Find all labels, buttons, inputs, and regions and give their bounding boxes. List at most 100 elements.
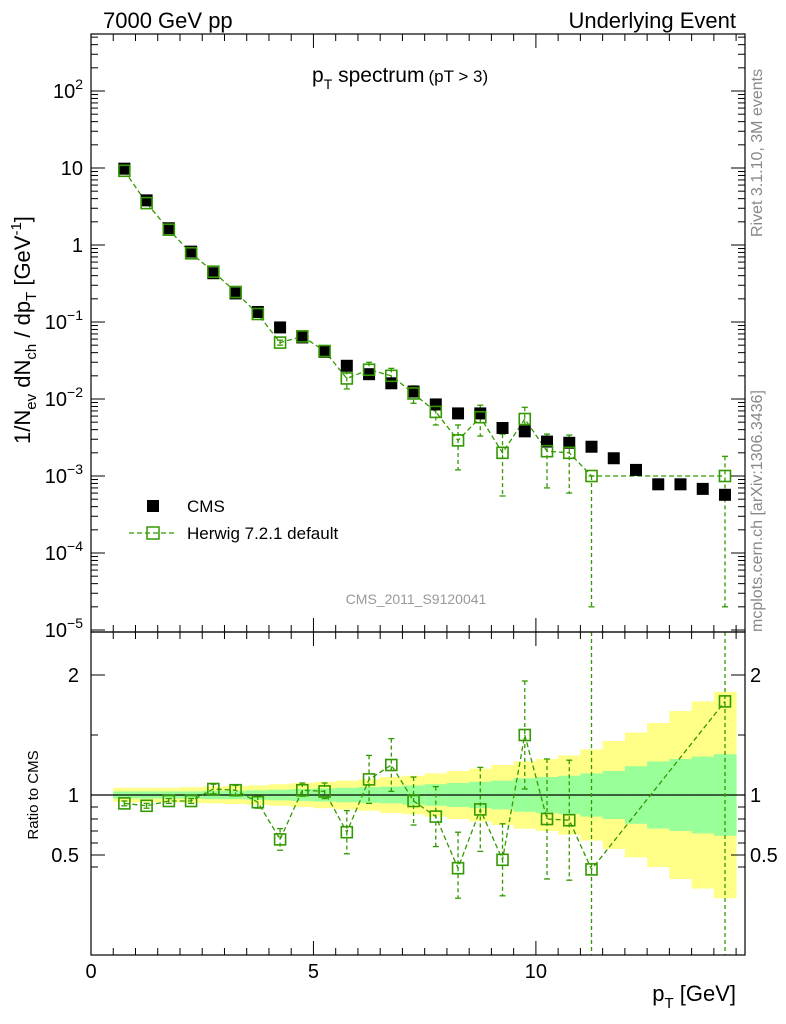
herwig-point [429, 405, 443, 419]
cms-point [607, 452, 620, 465]
herwig-point [473, 410, 487, 424]
ratio-point [118, 797, 131, 810]
upper-y-axis-label: 1/Nev dNch / dpT [GeV-1] [8, 216, 40, 444]
ratio-point [318, 785, 331, 798]
upper-y-tick-label: 10−2 [45, 384, 83, 411]
upper-y-tick-label: 1 [72, 235, 83, 257]
lower-frame: 0.5 0.5 1 1 2 2 0 5 10 [51, 631, 778, 983]
herwig-point [296, 330, 309, 343]
cms-point [585, 440, 598, 453]
herwig-point [518, 412, 532, 426]
plot-title: pT spectrum (pT > 3) [312, 64, 488, 92]
cms-point [162, 222, 175, 235]
ratio-point [162, 794, 176, 808]
ratio-point [718, 695, 732, 708]
herwig-point [118, 164, 131, 178]
cms-point [296, 331, 309, 344]
ratio-point [540, 812, 554, 826]
cms-point [696, 482, 709, 495]
cms-point [318, 345, 331, 358]
herwig-point [362, 363, 376, 377]
herwig-point [540, 444, 554, 458]
lower-y-tick-label-right: 0.5 [750, 845, 778, 867]
lower-y-tick-label: 1 [68, 785, 79, 807]
ratio-point [140, 799, 153, 813]
ratio-point [473, 803, 487, 816]
cms-point [118, 162, 131, 175]
ratio-point [429, 810, 443, 823]
ratio-point [340, 825, 354, 839]
cms-point [652, 478, 665, 491]
plot-title-sub: T [324, 76, 333, 92]
lower-y-tick-label: 2 [68, 665, 79, 687]
ratio-point [407, 794, 420, 808]
herwig-point [340, 372, 354, 385]
ratio-point [451, 861, 465, 875]
mcplots-label: mcplots.cern.ch [arXiv:1306.3436] [749, 390, 766, 632]
cms-point [274, 321, 287, 334]
cms-point [718, 488, 731, 501]
cms-point [563, 436, 576, 449]
herwig-point [184, 247, 198, 260]
legend: CMS Herwig 7.2.1 default [129, 497, 338, 543]
cms-point [340, 359, 353, 372]
x-tick-label: 10 [525, 961, 547, 983]
plot-title-cut: (pT > 3) [428, 67, 488, 86]
x-axis-label: pT [GeV] [652, 981, 736, 1012]
herwig-point [451, 434, 465, 447]
ratio-point [184, 794, 198, 808]
lower-frame-box [90, 631, 746, 956]
upper-y-tick-label: 10−4 [45, 538, 83, 565]
herwig-point [562, 446, 576, 460]
x-tick-label: 0 [85, 961, 96, 983]
upper-y-tick-label: 102 [53, 76, 83, 103]
herwig-point [207, 265, 220, 279]
ratio-point [273, 833, 287, 846]
cms-point [385, 377, 398, 390]
ratio-point [362, 773, 376, 786]
herwig-point [251, 307, 265, 321]
upper-y-tick-label: 10−3 [45, 461, 83, 488]
cms-point [140, 194, 153, 207]
legend-cms-marker [147, 500, 159, 512]
cms-point [630, 463, 642, 476]
herwig-point [385, 369, 398, 383]
herwig-point [718, 469, 732, 483]
analysis-watermark: CMS_2011_S9120041 [346, 591, 487, 607]
ratio-point [496, 853, 509, 867]
cms-point [207, 267, 220, 280]
cms-point [229, 287, 242, 300]
lower-y-tick-label-right: 1 [750, 785, 761, 807]
cms-point [541, 435, 554, 448]
svg-text:1/Nev dNch / dpT [GeV-1]: 1/Nev dNch / dpT [GeV-1] [8, 216, 40, 444]
herwig-point [229, 285, 242, 299]
ratio-panel [91, 632, 745, 955]
upper-y-tick-label: 10−1 [45, 307, 83, 334]
ratio-point [207, 782, 220, 796]
herwig-line [123, 170, 725, 477]
ratio-point [296, 783, 309, 797]
header-left: 7000 GeV pp [103, 8, 233, 33]
ratio-point [518, 728, 532, 742]
plot-title-p: p [312, 64, 324, 87]
cms-point [452, 407, 465, 420]
cms-point [429, 398, 442, 411]
upper-y-tick-label: 10−5 [45, 615, 83, 642]
ratio-point [229, 783, 242, 797]
herwig-point [496, 446, 509, 460]
x-tick-label: 5 [308, 961, 319, 983]
upper-panel [118, 162, 732, 608]
ratio-point [562, 813, 576, 827]
cms-point [496, 422, 509, 435]
plot-title-rest: spectrum [332, 64, 424, 87]
legend-herwig-marker [146, 526, 160, 540]
ratio-point [385, 758, 398, 772]
herwig-point [162, 223, 176, 237]
cms-point [674, 478, 687, 491]
upper-y-tick-label: 10 [61, 158, 83, 180]
cms-point [185, 245, 198, 258]
herwig-point [318, 344, 331, 358]
cms-point [518, 425, 531, 438]
legend-cms-label: CMS [187, 497, 225, 516]
cms-point [363, 368, 376, 381]
